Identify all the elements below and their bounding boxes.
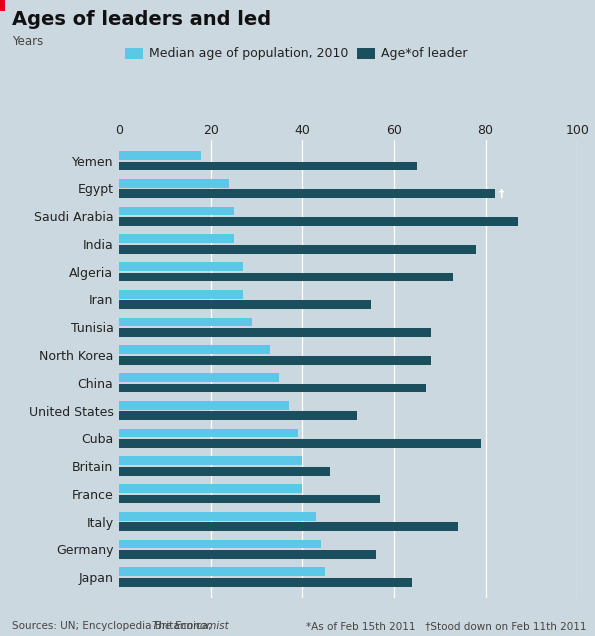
Text: Ages of leaders and led: Ages of leaders and led bbox=[12, 10, 271, 29]
Text: Age*of leader: Age*of leader bbox=[381, 47, 467, 60]
Bar bbox=[119, 207, 234, 216]
Bar bbox=[119, 290, 243, 299]
Text: The Economist: The Economist bbox=[152, 621, 228, 631]
Bar bbox=[119, 550, 375, 559]
Bar bbox=[119, 401, 289, 410]
Bar bbox=[119, 411, 357, 420]
Bar bbox=[119, 328, 431, 337]
Bar bbox=[119, 484, 302, 493]
Bar bbox=[119, 512, 316, 521]
Bar bbox=[119, 273, 453, 282]
Bar bbox=[119, 179, 229, 188]
Bar bbox=[119, 439, 481, 448]
Bar bbox=[119, 539, 321, 548]
Bar bbox=[119, 495, 380, 504]
Bar bbox=[119, 300, 371, 309]
Bar bbox=[119, 456, 302, 465]
Bar bbox=[119, 151, 202, 160]
Bar bbox=[119, 356, 431, 364]
Bar bbox=[119, 190, 494, 198]
Text: *As of Feb 15th 2011   †Stood down on Feb 11th 2011: *As of Feb 15th 2011 †Stood down on Feb … bbox=[306, 621, 586, 631]
Text: †: † bbox=[499, 189, 504, 199]
Bar bbox=[119, 317, 252, 326]
Bar bbox=[119, 567, 325, 576]
Text: Median age of population, 2010: Median age of population, 2010 bbox=[149, 47, 348, 60]
Bar bbox=[119, 262, 243, 271]
Bar bbox=[119, 345, 270, 354]
Bar bbox=[119, 217, 518, 226]
Bar bbox=[119, 578, 412, 587]
Bar bbox=[119, 384, 426, 392]
Bar bbox=[119, 467, 330, 476]
Bar bbox=[119, 373, 280, 382]
Bar bbox=[119, 429, 298, 438]
Text: Years: Years bbox=[12, 35, 43, 48]
Bar bbox=[119, 522, 458, 531]
Bar bbox=[119, 245, 477, 254]
Text: Sources: UN; Encyclopedia Britannica;: Sources: UN; Encyclopedia Britannica; bbox=[12, 621, 215, 631]
Bar bbox=[119, 162, 416, 170]
Bar bbox=[119, 234, 234, 243]
